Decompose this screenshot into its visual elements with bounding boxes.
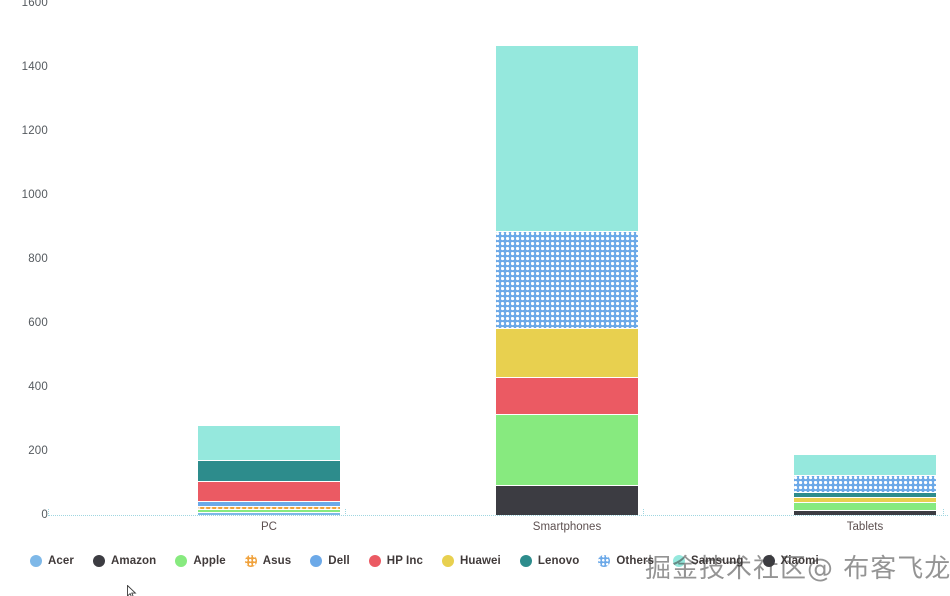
legend-item-label: Apple xyxy=(193,554,226,567)
legend-item-xiaomi[interactable]: Xiaomi xyxy=(762,552,819,569)
legend-swatch-icon xyxy=(92,554,105,567)
y-axis: 1600 1400 1200 1000 800 600 400 200 0 xyxy=(0,0,48,521)
legend-item-amazon[interactable]: Amazon xyxy=(92,552,157,569)
bar-segment-apple[interactable] xyxy=(794,503,936,512)
legend-swatch-icon xyxy=(441,554,454,567)
stacked-bar-pc[interactable] xyxy=(198,426,340,515)
legend-swatch-icon xyxy=(30,554,42,567)
legend-item-asus[interactable]: Asus xyxy=(244,552,292,569)
legend-swatch-icon xyxy=(244,554,257,567)
bar-segment-lenovo[interactable] xyxy=(794,492,936,499)
bar-segment-samsung[interactable] xyxy=(496,45,638,232)
bar-segment-huawei[interactable] xyxy=(794,498,936,504)
bar-segment-samsung[interactable] xyxy=(794,454,936,476)
bar-segment-hp-inc[interactable] xyxy=(496,377,638,415)
x-category-label: PC xyxy=(261,521,277,533)
legend-swatch-icon xyxy=(598,554,611,567)
x-axis-tick xyxy=(345,509,346,516)
legend-swatch-icon xyxy=(762,554,775,567)
bar-segment-lenovo[interactable] xyxy=(198,461,340,483)
bar-segment-hp-inc[interactable] xyxy=(198,482,340,503)
legend-item-dell[interactable]: Dell xyxy=(310,552,350,569)
bar-segment-others[interactable] xyxy=(794,476,936,493)
bar-segment-amazon[interactable] xyxy=(496,485,638,515)
legend-item-others[interactable]: Others xyxy=(598,552,654,569)
bar-segment-amazon[interactable] xyxy=(794,511,936,515)
legend-item-label: HP Inc xyxy=(386,554,423,567)
bar-segment-apple[interactable] xyxy=(198,510,340,514)
y-tick-label: 600 xyxy=(28,317,48,329)
legend-swatch-icon xyxy=(310,554,323,567)
legend-item-lenovo[interactable]: Lenovo xyxy=(519,552,580,569)
legend-item-acer[interactable]: Acer xyxy=(30,552,74,569)
stacked-bar-smartphones[interactable] xyxy=(496,45,638,515)
legend-swatch-icon xyxy=(368,554,381,567)
y-tick-label: 200 xyxy=(28,445,48,457)
bar-segment-apple[interactable] xyxy=(496,414,638,486)
legend-item-label: Acer xyxy=(48,554,74,567)
bar-segment-others[interactable] xyxy=(496,231,638,329)
bar-group: Tablets xyxy=(794,0,936,533)
legend-item-label: Huawei xyxy=(459,554,501,567)
y-tick-label: 1400 xyxy=(21,61,48,73)
legend-item-label: Xiaomi xyxy=(780,554,819,567)
legend-item-label: Amazon xyxy=(110,554,157,567)
bar-segment-samsung[interactable] xyxy=(198,426,340,462)
bar-segment-acer[interactable] xyxy=(198,513,340,515)
plot-area: PC Smartphones Tablets xyxy=(48,0,950,533)
legend-swatch-icon xyxy=(519,554,532,567)
stacked-bar-tablets[interactable] xyxy=(794,454,936,515)
bar-segment-huawei[interactable] xyxy=(496,328,638,378)
y-tick-label: 1200 xyxy=(21,125,48,137)
legend-item-samsung[interactable]: Samsung xyxy=(673,552,743,569)
x-axis-tick xyxy=(943,509,944,516)
legend-swatch-icon xyxy=(175,554,188,567)
x-axis-tick xyxy=(643,509,644,516)
legend-item-label: Dell xyxy=(328,554,350,567)
legend-item-huawei[interactable]: Huawei xyxy=(441,552,501,569)
x-axis-tick xyxy=(48,509,49,516)
legend-item-label: Samsung xyxy=(691,554,744,567)
legend-item-apple[interactable]: Apple xyxy=(175,552,226,569)
mouse-cursor xyxy=(127,584,137,596)
bar-segment-asus[interactable] xyxy=(198,507,340,511)
y-tick-label: 0 xyxy=(41,509,48,521)
y-tick-label: 800 xyxy=(28,253,48,265)
y-tick-label: 1600 xyxy=(21,0,48,9)
y-tick-label: 1000 xyxy=(21,189,48,201)
legend-item-label: Lenovo xyxy=(537,554,580,567)
chart-legend: Acer Amazon Apple Asus Dell HP Inc Huawei Lenov… xyxy=(30,552,930,569)
x-category-label: Tablets xyxy=(846,521,884,533)
x-category-label: Smartphones xyxy=(532,521,602,533)
legend-swatch-icon xyxy=(673,554,686,567)
y-tick-label: 400 xyxy=(28,381,48,393)
bar-group: Smartphones xyxy=(496,0,638,533)
x-axis-baseline xyxy=(48,515,948,516)
bar-group: PC xyxy=(198,0,340,533)
legend-item-hp-inc[interactable]: HP Inc xyxy=(368,552,423,569)
legend-item-label: Asus xyxy=(262,554,292,567)
bar-segment-dell[interactable] xyxy=(198,502,340,508)
legend-item-label: Others xyxy=(616,554,655,567)
